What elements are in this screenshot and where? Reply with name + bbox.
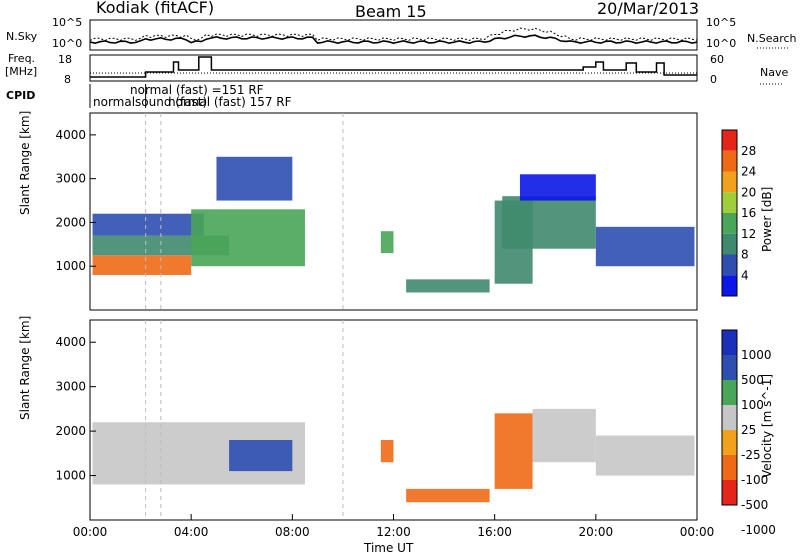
freq-panel-frame [89,54,698,82]
velocity-colorbar-tick: 500 [741,373,764,387]
power-colorbar-seg [722,150,737,172]
velocity-colorbar-seg [722,380,737,405]
velocity-region-6 [595,435,695,476]
time-tick-label: 12:00 [376,525,411,539]
velocity-ytick-label: 3000 [55,380,86,394]
cpid-text-upper: normal (fast) =151 RF [130,83,264,97]
velocity-colorbar-tick: 1000 [741,348,772,362]
time-tick-label: 00:00 [680,525,715,539]
power-colorbar-tick: 12 [741,227,756,241]
freq-tick-top: 18 [58,53,72,66]
date-title: 20/Mar/2013 [597,0,700,18]
nsearch-label: N.Search [747,32,797,45]
velocity-colorbar-seg [722,480,737,505]
noise-right-tick-bottom: 10^0 [706,37,737,50]
velocity-colorbar-frame [721,329,738,506]
power-colorbar-tick: 24 [741,165,756,179]
noise-panel-frame [89,19,698,51]
velocity-panel [92,408,695,503]
nave-tick-top: 60 [710,53,724,66]
power-colorbar-tick: 16 [741,206,756,220]
time-tick-label: 08:00 [275,525,310,539]
power-frame [89,112,698,311]
velocity-ytick-label: 4000 [55,335,86,349]
power-region-2 [92,213,204,236]
time-tick-label: 20:00 [579,525,614,539]
velocity-colorbar-seg [722,330,737,355]
power-colorbar-seg [722,213,737,234]
cpid-text-overlap: normal (fast) 157 RF [168,95,292,109]
power-region-9 [519,174,596,201]
nsky-trace [89,34,698,45]
velocity-colorbar-tick: -25 [741,448,761,462]
power-colorbar-seg [722,254,737,276]
freq-label: Freq. [8,52,36,65]
power-region-3 [191,209,305,267]
nave-label: Nave [760,66,789,79]
time-axis-label: Time UT [364,541,414,555]
power-colorbar-seg [722,192,737,213]
time-tick-label: 04:00 [174,525,209,539]
power-region-6 [406,279,490,293]
power-ytick-label: 2000 [55,215,86,229]
velocity-colorbar-tick: -500 [741,498,768,512]
power-ytick-label: 3000 [55,172,86,186]
power-ytick-label: 4000 [55,128,86,142]
velocity-region-4 [494,413,533,489]
power-colorbar-seg [722,171,737,193]
velocity-ytick-label: 2000 [55,424,86,438]
velocity-colorbar-seg [722,455,737,480]
power-region-0 [92,255,192,275]
power-colorbar-frame [721,129,738,297]
nsky-label: N.Sky [6,30,38,43]
power-region-10 [595,226,695,267]
nsearch-trace [89,27,698,42]
velocity-colorbar-seg [722,405,737,430]
velocity-region-2 [380,440,394,463]
beam-title: Beam 15 [355,2,427,21]
power-panel [92,156,695,293]
noise-left-tick-top: 10^5 [52,16,83,29]
freq-trace [90,56,697,78]
velocity-colorbar-seg [722,430,737,455]
velocity-frame [89,319,698,521]
cpid-label: CPID [6,89,36,102]
power-colorbar-seg [722,275,737,296]
nave-tick-bottom: 0 [710,73,717,86]
power-ytick-label: 1000 [55,259,86,273]
power-region-5 [380,231,394,254]
power-region-8 [502,196,596,249]
velocity-colorbar-tick: -100 [741,473,768,487]
velocity-ytick-label: 1000 [55,469,86,483]
velocity-region-3 [406,488,490,503]
velocity-colorbar-tick: 25 [741,423,756,437]
power-colorbar-seg [722,130,737,151]
velocity-colorbar-seg [722,355,737,380]
noise-right-tick-top: 10^5 [706,16,737,29]
time-tick-label: 00:00 [73,525,108,539]
velocity-colorbar-tick: -1000 [741,523,776,537]
cpid-text-lower: normalsound (fast) [93,95,208,109]
power-colorbar-tick: 28 [741,144,756,158]
noise-left-tick-bottom: 10^0 [52,37,83,50]
velocity-region-1 [229,440,293,472]
station-title: Kodiak (fitACF) [96,0,215,17]
power-region-4 [216,156,293,201]
velocity-region-5 [532,408,596,463]
power-colorbar-tick: 20 [741,185,756,199]
power-colorbar-tick: 8 [741,248,749,262]
power-colorbar-tick: 4 [741,268,749,282]
freq-tick-bottom: 8 [64,73,71,86]
time-tick-label: 16:00 [477,525,512,539]
power-colorbar-seg [722,233,737,255]
velocity-colorbar-tick: 100 [741,398,764,412]
freq-unit-label: [MHz] [5,65,38,78]
